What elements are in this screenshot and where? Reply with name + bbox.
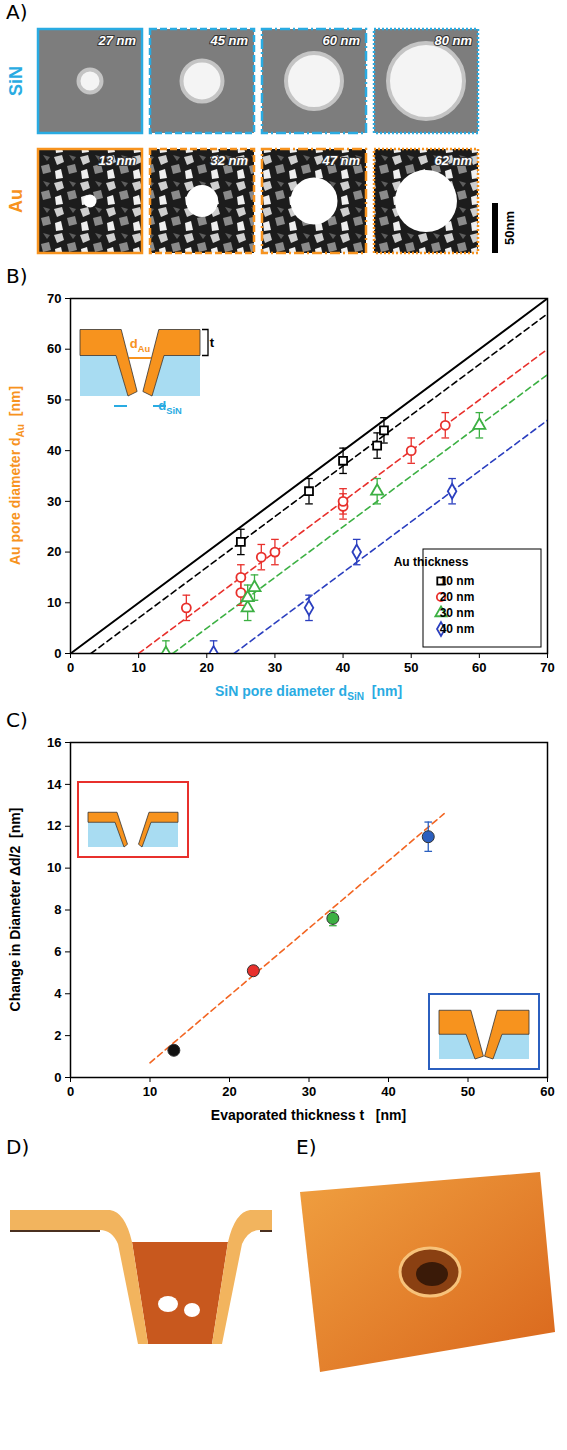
svg-text:0: 0 <box>54 1070 61 1085</box>
svg-text:30 nm: 30 nm <box>440 606 475 620</box>
svg-text:SiN pore diameter dSiN [nm]: SiN pore diameter dSiN [nm] <box>215 683 402 702</box>
svg-text:dSiN: dSiN <box>158 398 182 416</box>
svg-text:Au thickness: Au thickness <box>394 555 469 569</box>
svg-text:70: 70 <box>47 291 61 306</box>
svg-text:30: 30 <box>302 1084 316 1099</box>
svg-text:8: 8 <box>54 902 61 917</box>
svg-text:80 nm: 80 nm <box>434 33 472 48</box>
svg-text:Au pore diameter dAu [nm]: Au pore diameter dAu [nm] <box>7 386 26 565</box>
svg-text:10 nm: 10 nm <box>440 574 475 588</box>
svg-text:4: 4 <box>54 986 62 1001</box>
svg-text:SiN: SiN <box>6 66 26 96</box>
svg-text:t: t <box>210 335 215 350</box>
svg-text:40: 40 <box>336 660 350 675</box>
svg-text:60: 60 <box>47 341 61 356</box>
svg-text:16: 16 <box>47 735 61 750</box>
svg-text:2: 2 <box>54 1028 61 1043</box>
svg-text:D): D) <box>6 1135 29 1159</box>
svg-text:30: 30 <box>268 660 282 675</box>
svg-text:60: 60 <box>472 660 486 675</box>
svg-text:40 nm: 40 nm <box>440 622 475 636</box>
svg-text:50: 50 <box>47 392 61 407</box>
svg-text:50nm: 50nm <box>502 211 517 245</box>
svg-text:Change in Diameter Δd/2 [nm]: Change in Diameter Δd/2 [nm] <box>7 808 23 1012</box>
svg-text:20: 20 <box>200 660 214 675</box>
svg-text:40: 40 <box>381 1084 395 1099</box>
svg-text:dAu: dAu <box>130 336 151 354</box>
svg-text:62 nm: 62 nm <box>434 153 472 168</box>
svg-text:50: 50 <box>461 1084 475 1099</box>
svg-text:10: 10 <box>47 595 61 610</box>
svg-text:14: 14 <box>47 777 62 792</box>
svg-text:Evaporated thickness t [nm]: Evaporated thickness t [nm] <box>211 1107 406 1123</box>
svg-text:0: 0 <box>67 1084 74 1099</box>
svg-text:32 nm: 32 nm <box>210 153 248 168</box>
svg-text:70: 70 <box>540 660 554 675</box>
svg-text:6: 6 <box>54 944 61 959</box>
svg-text:13 nm: 13 nm <box>98 153 136 168</box>
svg-text:40: 40 <box>47 443 61 458</box>
svg-text:47 nm: 47 nm <box>321 153 360 168</box>
svg-text:20: 20 <box>47 544 61 559</box>
svg-text:20 nm: 20 nm <box>440 590 475 604</box>
svg-text:0: 0 <box>67 660 74 675</box>
svg-text:27 nm: 27 nm <box>97 33 136 48</box>
html-text:C): C) <box>6 708 28 732</box>
svg-text:45 nm: 45 nm <box>209 33 248 48</box>
html-text:B): B) <box>6 264 28 288</box>
svg-text:20: 20 <box>222 1084 236 1099</box>
svg-text:60: 60 <box>540 1084 554 1099</box>
svg-text:60 nm: 60 nm <box>322 33 360 48</box>
svg-text:10: 10 <box>47 860 61 875</box>
svg-text:12: 12 <box>47 818 61 833</box>
svg-text:Au: Au <box>6 189 26 213</box>
svg-text:50: 50 <box>404 660 418 675</box>
svg-text:E): E) <box>296 1135 316 1159</box>
svg-text:30: 30 <box>47 494 61 509</box>
svg-text:0: 0 <box>54 646 61 661</box>
svg-text:10: 10 <box>131 660 145 675</box>
svg-text:10: 10 <box>143 1084 157 1099</box>
html-text:A): A) <box>6 0 28 24</box>
